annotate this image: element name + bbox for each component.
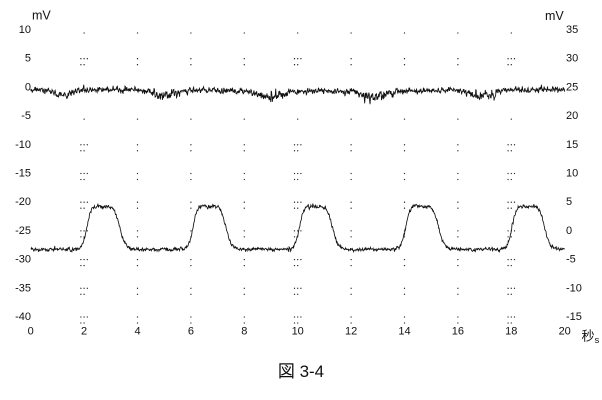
svg-text:2: 2 [81,326,87,338]
svg-text:0: 0 [25,81,31,93]
svg-text:-35: -35 [15,282,31,294]
svg-text:20: 20 [566,110,578,122]
svg-text:-15: -15 [15,168,31,180]
svg-text:0: 0 [566,225,572,237]
svg-text:s: s [595,335,600,346]
svg-text:-20: -20 [15,196,31,208]
svg-text:mV: mV [32,9,51,23]
svg-text:mV: mV [545,9,564,23]
svg-text:30: 30 [566,53,578,65]
svg-text:18: 18 [505,326,517,338]
svg-text:-10: -10 [15,139,31,151]
svg-text:5: 5 [25,53,31,65]
svg-text:10: 10 [566,168,578,180]
svg-text:-25: -25 [15,225,31,237]
svg-text:5: 5 [566,196,572,208]
svg-text:25: 25 [566,81,578,93]
svg-text:0: 0 [28,326,34,338]
svg-text:-5: -5 [566,254,576,266]
svg-text:16: 16 [452,326,464,338]
svg-text:-30: -30 [15,254,31,266]
svg-text:14: 14 [398,326,410,338]
svg-text:20: 20 [559,326,571,338]
svg-text:秒: 秒 [581,329,594,344]
svg-text:8: 8 [241,326,247,338]
svg-text:35: 35 [566,24,578,36]
svg-text:6: 6 [188,326,194,338]
svg-text:-10: -10 [566,282,582,294]
svg-text:4: 4 [134,326,140,338]
svg-text:10: 10 [292,326,304,338]
svg-text:12: 12 [345,326,357,338]
svg-text:-40: -40 [15,311,31,323]
svg-text:-5: -5 [21,110,31,122]
svg-text:-15: -15 [566,311,582,323]
svg-text:10: 10 [19,24,31,36]
svg-text:15: 15 [566,139,578,151]
